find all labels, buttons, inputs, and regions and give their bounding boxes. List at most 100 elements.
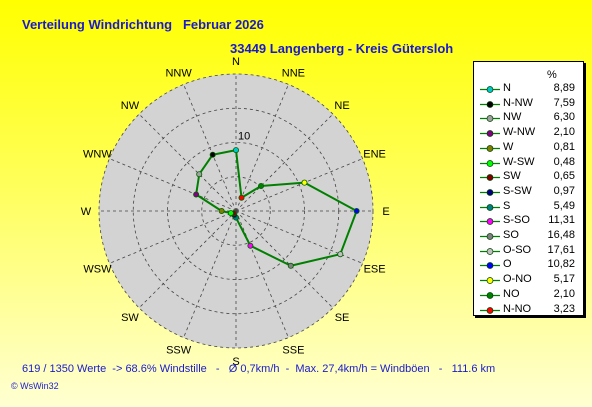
legend-item: S 5,49 <box>474 200 581 215</box>
grid-ring <box>98 73 374 349</box>
direction-label: NE <box>334 100 349 112</box>
legend-marker <box>480 174 500 182</box>
legend-item: O-SO 17,61 <box>474 244 581 259</box>
legend-label: S-SW <box>503 184 532 197</box>
direction-label: SSW <box>166 345 192 357</box>
legend-value: 0,81 <box>553 140 575 153</box>
legend-item: W-NW 2,10 <box>474 126 581 141</box>
footer-stats: 619 / 1350 Werte -> 68.6% Windstille - Ø… <box>22 363 496 375</box>
direction-label: WSW <box>83 263 112 275</box>
legend-value: 0,48 <box>553 155 575 168</box>
legend: % N 8,89 N-NW 7,59 NW 6,30 W-NW 2,10 W 0,81 W-SW 0,… <box>473 61 584 316</box>
grid-spoke <box>183 210 237 338</box>
legend-marker <box>480 203 500 211</box>
legend-item: NW 6,30 <box>474 111 581 126</box>
legend-value: 0,97 <box>553 184 575 197</box>
legend-marker <box>480 189 500 196</box>
legend-label: SO <box>503 229 519 241</box>
direction-label: NW <box>121 100 140 112</box>
legend-label: N <box>503 82 511 94</box>
legend-unit: % <box>547 69 557 81</box>
legend-value: 5,17 <box>553 273 575 286</box>
legend-marker <box>480 86 500 93</box>
direction-label: ENE <box>363 149 386 161</box>
legend-label: SW <box>503 170 521 183</box>
legend-item: O-NO 5,17 <box>474 273 581 288</box>
legend-marker <box>480 144 500 152</box>
legend-marker <box>480 130 500 137</box>
grid-spoke <box>183 84 237 212</box>
legend-item: N 8,89 <box>474 82 581 97</box>
legend-value: 17,61 <box>547 243 575 256</box>
data-point-w <box>218 207 225 214</box>
grid-spoke <box>235 210 334 309</box>
direction-label: SE <box>335 312 350 324</box>
legend-marker <box>480 233 500 240</box>
grid-spoke <box>138 210 237 309</box>
legend-value: 10,82 <box>547 258 575 271</box>
data-point-e <box>353 207 360 214</box>
legend-value: 3,23 <box>553 302 575 315</box>
legend-value: 6,30 <box>553 111 575 124</box>
legend-item: O 10,82 <box>474 258 581 273</box>
legend-value: 7,59 <box>553 96 575 109</box>
direction-label: S <box>232 356 239 368</box>
legend-value: 0,65 <box>553 170 575 183</box>
legend-label: W-NW <box>503 126 536 139</box>
legend-label: N-NO <box>503 302 532 315</box>
legend-item: NO 2,10 <box>474 288 581 303</box>
legend-marker <box>480 262 500 270</box>
legend-label: N-NW <box>503 96 533 109</box>
direction-label: N <box>232 56 240 68</box>
legend-label: S <box>503 199 511 212</box>
grid-spoke <box>109 158 237 212</box>
legend-label: NW <box>503 111 522 124</box>
legend-value: 16,48 <box>547 229 575 241</box>
grid-spoke <box>235 210 289 338</box>
legend-marker <box>480 277 500 284</box>
direction-label: NNW <box>165 67 192 79</box>
watermark: © WsWin32 <box>11 381 59 391</box>
data-point-nnw <box>209 151 216 158</box>
legend-item: S-SO 11,31 <box>474 214 581 229</box>
legend-label: O <box>503 258 512 271</box>
legend-item: W-SW 0,48 <box>474 156 581 171</box>
legend-marker <box>480 218 500 226</box>
legend-marker <box>480 100 500 108</box>
direction-label: W <box>81 206 92 218</box>
legend-label: S-SO <box>503 214 530 227</box>
direction-label: ESE <box>364 263 386 275</box>
direction-label: WNW <box>83 149 112 161</box>
data-point-n <box>232 147 239 154</box>
ring-label: 10 <box>238 131 250 143</box>
direction-label: SW <box>121 312 139 324</box>
direction-label: SSE <box>282 345 304 357</box>
data-point-sse <box>247 242 254 249</box>
chart-subtitle: 33449 Langenberg - Kreis Gütersloh <box>230 41 454 56</box>
grid-spoke <box>235 158 363 212</box>
grid-spoke <box>109 210 237 264</box>
data-point-wnw <box>193 191 200 198</box>
legend-marker <box>480 159 500 167</box>
legend-item: W 0,81 <box>474 141 581 156</box>
data-point-nne <box>238 194 245 201</box>
legend-value: 5,49 <box>553 199 575 212</box>
grid-spoke <box>235 113 334 212</box>
legend-label: NO <box>503 287 520 300</box>
chart-title: Verteilung Windrichtung Februar 2026 <box>22 17 264 32</box>
legend-item: SW 0,65 <box>474 170 581 185</box>
legend-value: 8,89 <box>553 82 575 94</box>
legend-item: S-SW 0,97 <box>474 185 581 200</box>
legend-label: W-SW <box>503 155 535 168</box>
grid-spoke <box>138 113 237 212</box>
legend-item: N-NW 7,59 <box>474 97 581 112</box>
grid-spoke <box>235 84 289 212</box>
legend-label: O-NO <box>503 273 532 286</box>
data-point-nw <box>196 171 203 178</box>
data-point-se <box>287 262 294 269</box>
legend-value: 11,31 <box>548 214 575 227</box>
legend-marker <box>480 115 500 123</box>
legend-label: O-SO <box>503 243 532 256</box>
legend-item: N-NO 3,23 <box>474 303 581 318</box>
